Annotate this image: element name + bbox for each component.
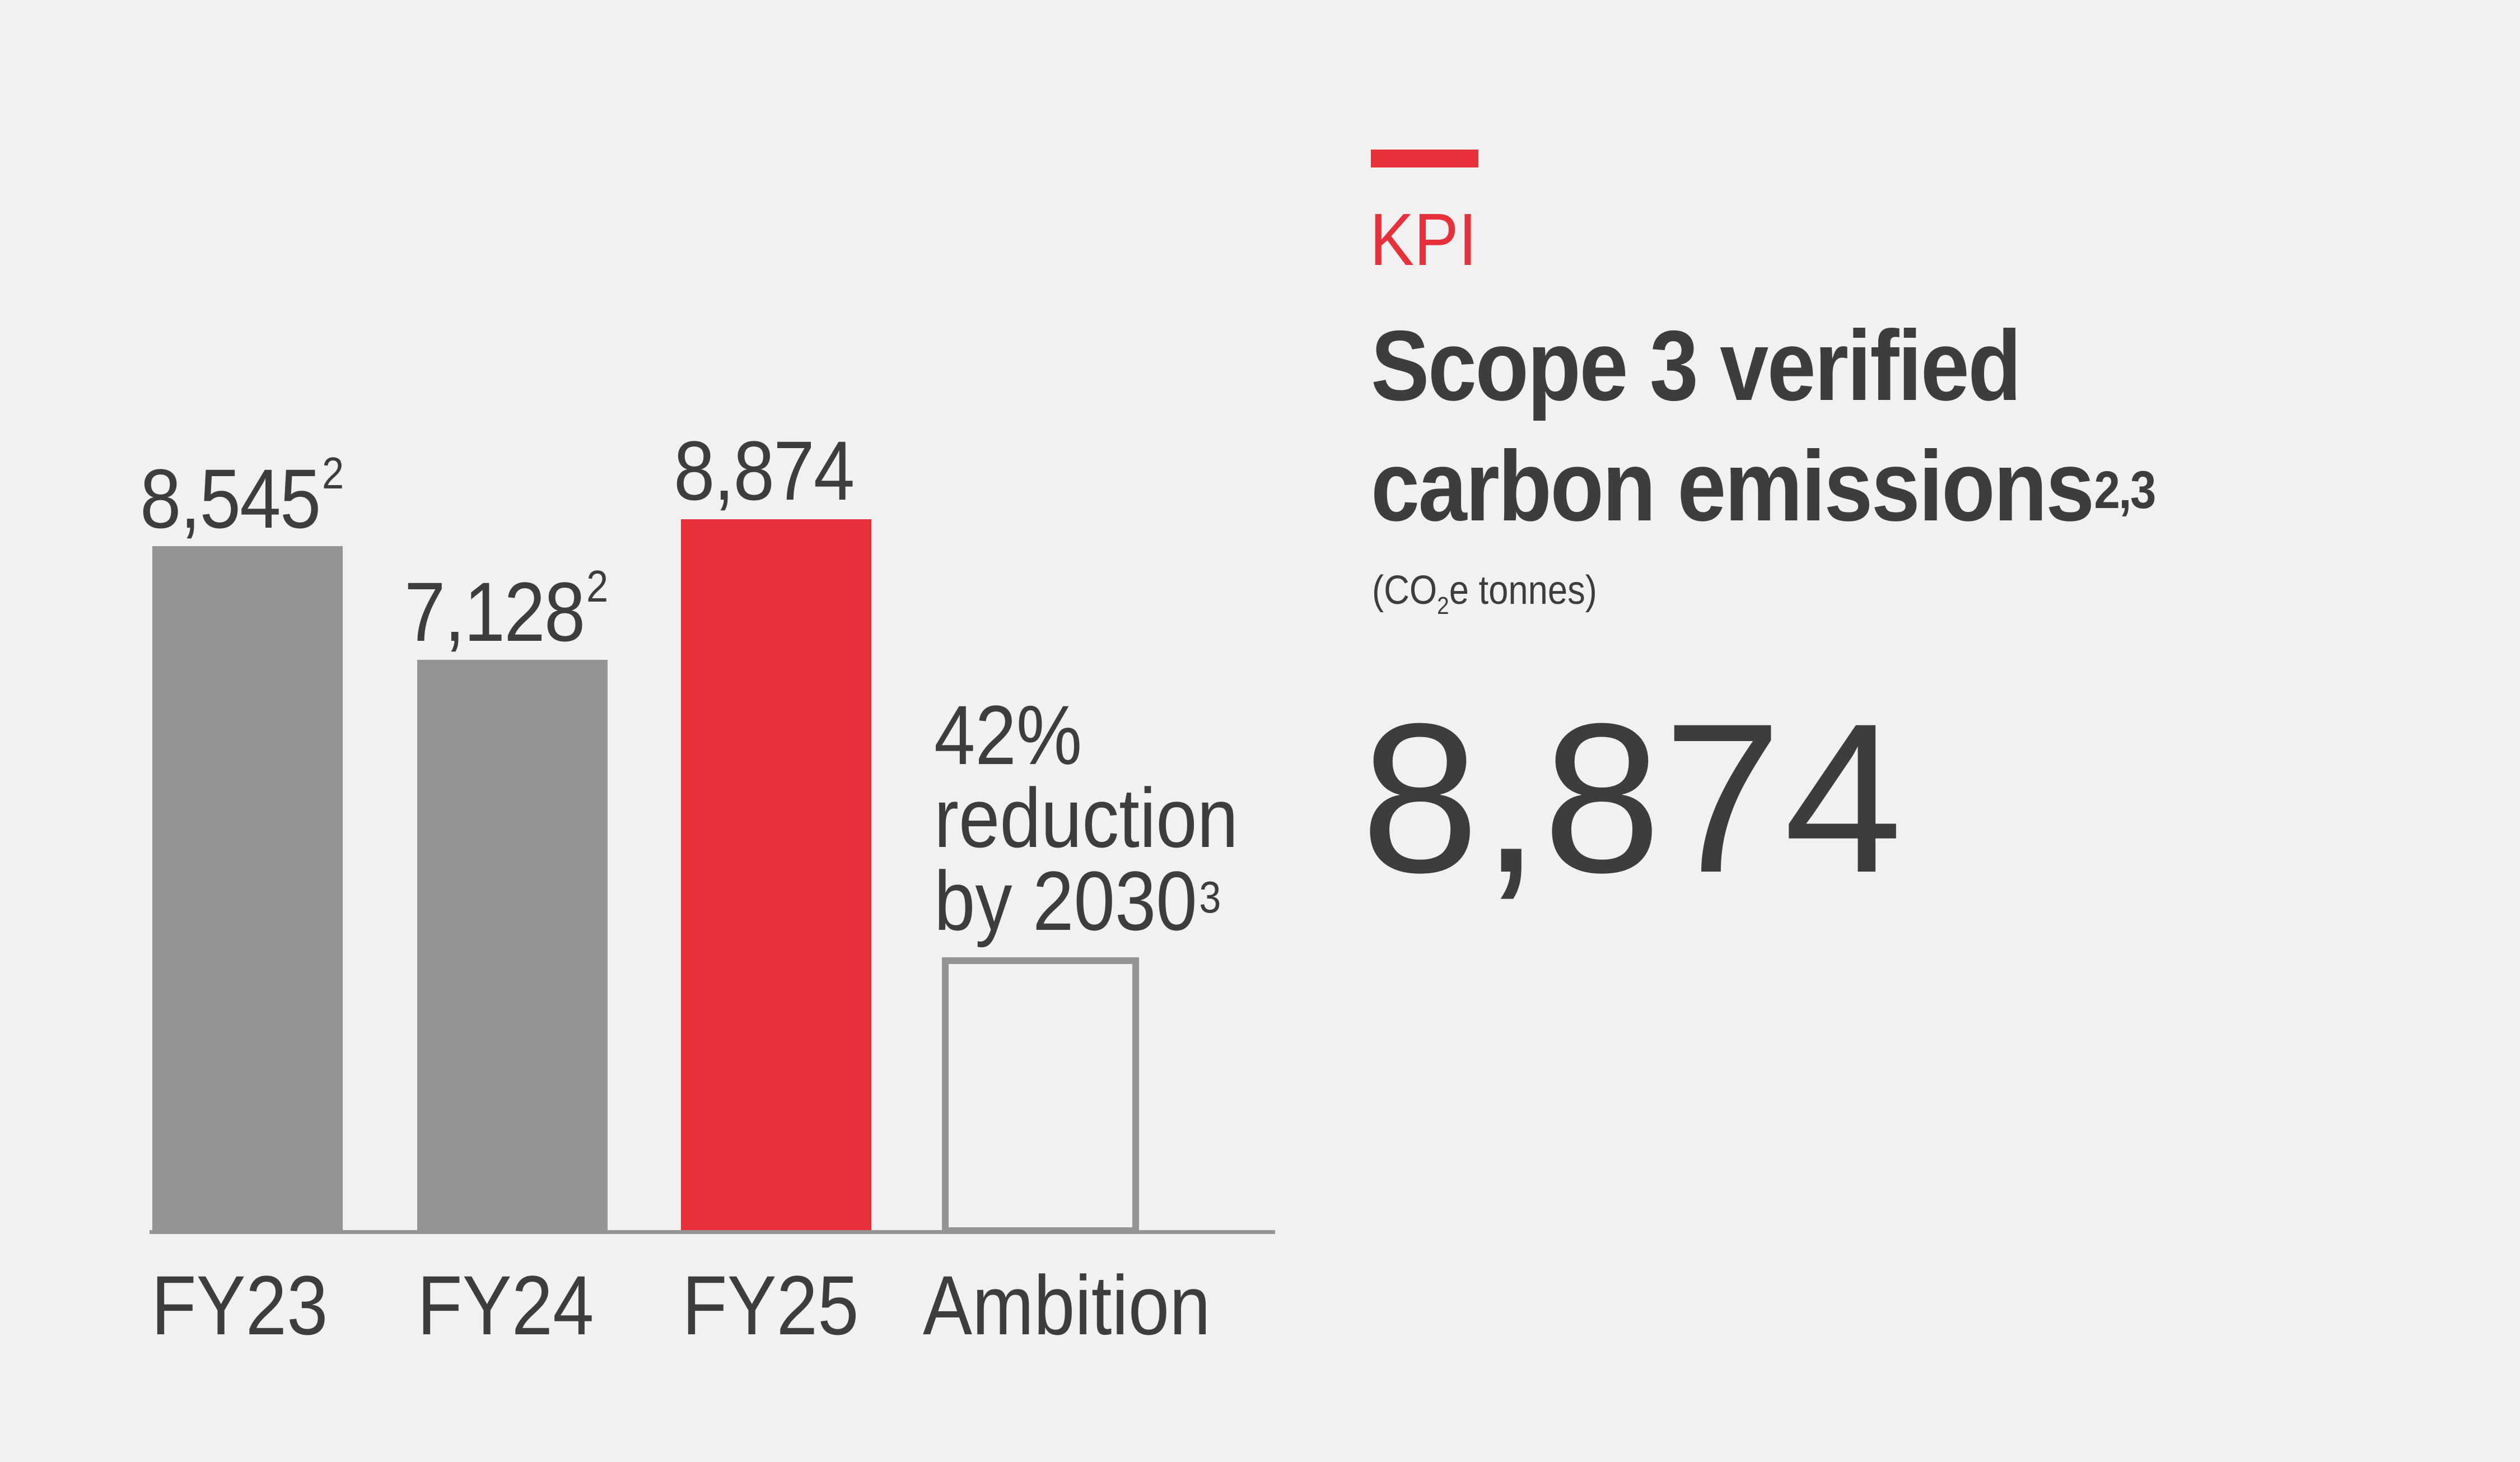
x-axis-line xyxy=(150,1230,1275,1234)
value-label-fy23: 8,5452 xyxy=(140,448,344,546)
bar-fy24 xyxy=(417,660,608,1232)
value-label-fy24: 7,1282 xyxy=(404,561,608,659)
chart-title: Scope 3 verified carbon emissions2,3 xyxy=(1371,305,2156,546)
title-line-2: carbon emissions2,3 xyxy=(1371,430,2156,542)
ambition-annotation: 42% reduction by 20303 xyxy=(934,688,1239,948)
kpi-accent-bar xyxy=(1371,150,1478,167)
x-label-fy25: FY25 xyxy=(682,1258,859,1352)
value-label-fy25: 8,874 xyxy=(674,423,855,518)
x-label-fy24: FY24 xyxy=(417,1258,594,1352)
title-footnote: 2,3 xyxy=(2094,460,2156,520)
bar-fy25 xyxy=(681,519,871,1232)
bar-fy23 xyxy=(152,546,343,1232)
kpi-label: KPI xyxy=(1370,198,1477,281)
unit-label: (CO2e tonnes) xyxy=(1372,568,1597,620)
headline-value: 8,874 xyxy=(1361,679,1905,917)
title-line-1: Scope 3 verified xyxy=(1371,310,2022,421)
x-label-fy23: FY23 xyxy=(151,1258,328,1352)
x-label-ambition: Ambition xyxy=(923,1258,1211,1352)
bar-ambition xyxy=(942,957,1139,1234)
